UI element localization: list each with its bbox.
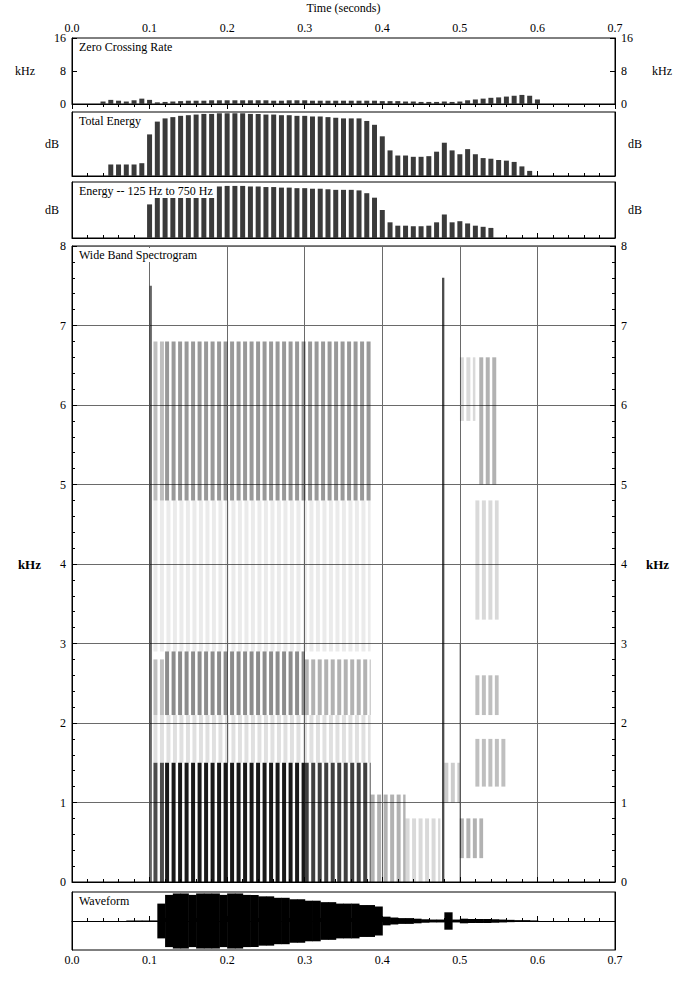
svg-text:0: 0 (621, 97, 627, 111)
svg-text:4: 4 (60, 557, 66, 571)
svg-text:0: 0 (621, 875, 627, 889)
svg-text:0.7: 0.7 (608, 953, 623, 967)
svg-text:2: 2 (60, 716, 66, 730)
svg-text:Total Energy: Total Energy (79, 114, 141, 128)
svg-text:0.1: 0.1 (142, 21, 157, 35)
svg-text:16: 16 (54, 31, 66, 45)
svg-text:6: 6 (621, 398, 627, 412)
svg-text:0.3: 0.3 (297, 21, 312, 35)
svg-text:0.0: 0.0 (65, 953, 80, 967)
svg-text:Time (seconds): Time (seconds) (307, 1, 381, 15)
svg-text:dB: dB (628, 203, 642, 217)
svg-text:0: 0 (60, 875, 66, 889)
svg-text:7: 7 (621, 319, 627, 333)
svg-text:4: 4 (621, 557, 627, 571)
svg-text:5: 5 (60, 478, 66, 492)
svg-text:1: 1 (621, 796, 627, 810)
svg-text:7: 7 (60, 319, 66, 333)
svg-text:0.1: 0.1 (142, 953, 157, 967)
svg-text:3: 3 (60, 637, 66, 651)
svg-text:0.6: 0.6 (530, 953, 545, 967)
svg-text:0.7: 0.7 (608, 21, 623, 35)
svg-text:2: 2 (621, 716, 627, 730)
svg-text:Wide Band Spectrogram: Wide Band Spectrogram (79, 248, 198, 262)
svg-text:0.5: 0.5 (452, 953, 467, 967)
svg-text:0.5: 0.5 (452, 21, 467, 35)
svg-text:kHz: kHz (18, 557, 41, 572)
svg-text:8: 8 (60, 239, 66, 253)
svg-text:kHz: kHz (646, 557, 669, 572)
svg-text:0.4: 0.4 (375, 21, 390, 35)
svg-text:0.3: 0.3 (297, 953, 312, 967)
svg-text:0: 0 (60, 97, 66, 111)
svg-text:0.0: 0.0 (65, 21, 80, 35)
svg-text:6: 6 (60, 398, 66, 412)
svg-text:8: 8 (60, 64, 66, 78)
svg-text:16: 16 (621, 31, 633, 45)
svg-text:Waveform: Waveform (79, 894, 130, 908)
svg-text:0.2: 0.2 (220, 953, 235, 967)
svg-text:0.6: 0.6 (530, 21, 545, 35)
svg-text:Zero Crossing Rate: Zero Crossing Rate (79, 40, 172, 54)
svg-text:8: 8 (621, 239, 627, 253)
svg-text:5: 5 (621, 478, 627, 492)
svg-text:1: 1 (60, 796, 66, 810)
svg-text:8: 8 (621, 64, 627, 78)
svg-text:dB: dB (628, 137, 642, 151)
svg-text:dB: dB (45, 137, 59, 151)
svg-text:3: 3 (621, 637, 627, 651)
svg-text:Energy -- 125 Hz to 750 Hz: Energy -- 125 Hz to 750 Hz (79, 184, 213, 198)
svg-text:kHz: kHz (652, 64, 672, 78)
svg-text:dB: dB (45, 203, 59, 217)
svg-text:0.2: 0.2 (220, 21, 235, 35)
svg-text:0.4: 0.4 (375, 953, 390, 967)
svg-text:kHz: kHz (15, 64, 35, 78)
